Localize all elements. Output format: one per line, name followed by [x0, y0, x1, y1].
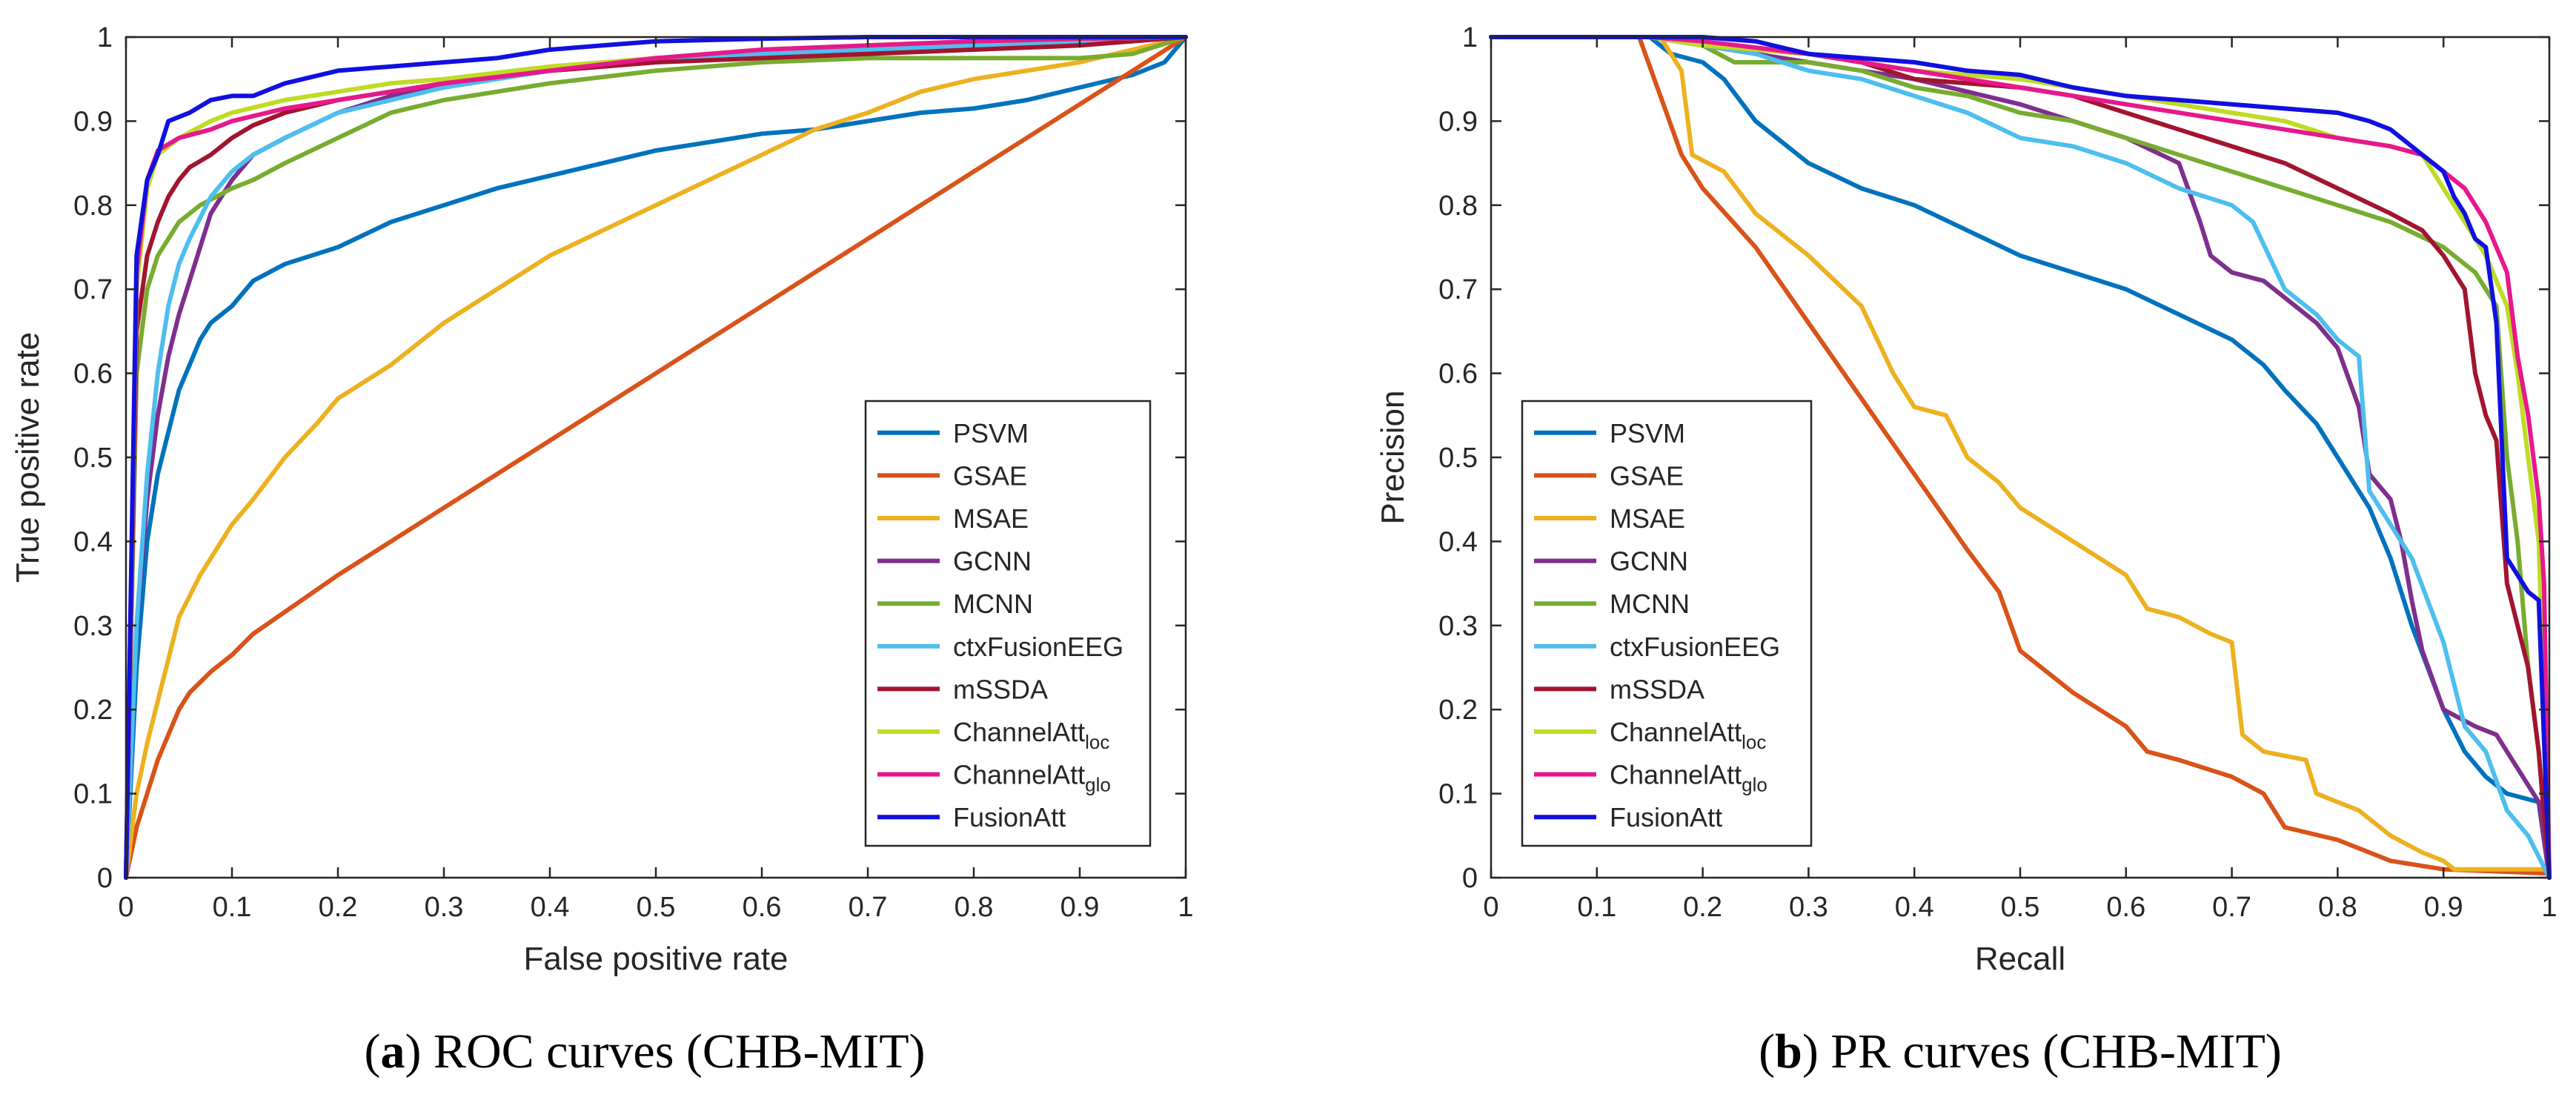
- x-tick-label: 0: [1483, 892, 1498, 923]
- y-tick-label: 0.7: [73, 274, 113, 305]
- legend-entry-label: ChannelAttglo: [953, 760, 1111, 796]
- series-line-fusionatt: [124, 35, 1188, 880]
- x-axis-label: Recall: [1975, 941, 2065, 977]
- x-tick-label: 1: [2541, 892, 2557, 923]
- legend: PSVM GSAE MSAE GCNN MCNN ctxFusionEEG mSSDA Cha…: [864, 400, 1152, 847]
- x-tick-label: 0.9: [2424, 892, 2463, 923]
- series-line-psvm: [124, 35, 1188, 880]
- x-tick-label: 1: [1178, 892, 1193, 923]
- legend-entry-label: PSVM: [953, 418, 1029, 448]
- series-line-gsae: [1489, 35, 2552, 876]
- x-tick-label: 0.1: [1577, 892, 1616, 923]
- y-tick-label: 0.8: [73, 191, 113, 222]
- y-tick-label: 0.8: [1438, 191, 1478, 222]
- y-tick-label: 0.4: [73, 526, 113, 557]
- x-tick-label: 0.6: [743, 892, 782, 923]
- legend-entry-label: ChannelAttloc: [953, 717, 1109, 753]
- x-tick-label: 0.5: [637, 892, 676, 923]
- x-tick-label: 0.4: [1895, 892, 1934, 923]
- x-tick-label: 0.3: [425, 892, 464, 923]
- series-line-ctxfusioneeg: [1489, 35, 2552, 880]
- x-tick-label: 0.5: [2001, 892, 2040, 923]
- x-tick-label: 0.9: [1060, 892, 1100, 923]
- x-tick-label: 0.7: [849, 892, 888, 923]
- legend-entry-label: FusionAtt: [953, 802, 1066, 832]
- y-tick-label: 0.6: [73, 359, 113, 390]
- legend-entry-label: FusionAtt: [1610, 802, 1722, 832]
- legend-entry-label: mSSDA: [953, 674, 1048, 704]
- series-line-ctxfusioneeg: [124, 35, 1188, 880]
- x-axis-label: False positive rate: [523, 941, 788, 977]
- x-tick-label: 0.2: [1683, 892, 1722, 923]
- series-line-mcnn: [124, 35, 1188, 880]
- legend-entry-label: MCNN: [1610, 589, 1690, 619]
- series-line-mssda: [124, 35, 1188, 880]
- legend-entry-label: PSVM: [1610, 418, 1685, 448]
- y-tick-label: 1: [1462, 22, 1478, 53]
- series-line-gsae: [124, 35, 1188, 880]
- legend-entry-label: GSAE: [953, 460, 1027, 491]
- x-tick-label: 0.6: [2106, 892, 2145, 923]
- x-tick-label: 0.3: [1789, 892, 1828, 923]
- series-line-psvm: [1489, 35, 2552, 880]
- y-tick-label: 0.3: [1438, 611, 1478, 642]
- y-tick-label: 0.1: [73, 779, 113, 810]
- series-line-channelatt-glo: [1489, 35, 2552, 880]
- y-tick-label: 0.2: [1438, 695, 1478, 726]
- x-tick-label: 0.1: [213, 892, 252, 923]
- legend-entry-label: MSAE: [953, 503, 1029, 534]
- y-axis-label: True positive rate: [10, 332, 46, 583]
- y-tick-label: 0.1: [1438, 779, 1478, 810]
- y-axis-label: Precision: [1375, 391, 1411, 525]
- x-tick-label: 0.8: [955, 892, 994, 923]
- y-tick-label: 1: [97, 22, 113, 53]
- y-tick-label: 0.2: [73, 695, 113, 726]
- y-tick-label: 0.4: [1438, 526, 1478, 557]
- legend-entry-label: GSAE: [1610, 460, 1684, 491]
- legend-entry-label: MSAE: [1610, 503, 1685, 534]
- y-tick-label: 0.7: [1438, 274, 1478, 305]
- series-line-msae: [1489, 35, 2552, 872]
- y-tick-label: 0.3: [73, 611, 113, 642]
- legend-entry-label: GCNN: [1610, 546, 1688, 577]
- y-tick-label: 0.9: [1438, 106, 1478, 137]
- legend: PSVM GSAE MSAE GCNN MCNN ctxFusionEEG mSSDA Cha…: [1521, 400, 1813, 847]
- x-tick-label: 0.7: [2212, 892, 2251, 923]
- legend-entry-label: mSSDA: [1610, 674, 1704, 704]
- figure-caption: (b) PR curves (CHB-MIT): [1759, 1024, 2282, 1079]
- legend-entry-label: MCNN: [953, 589, 1033, 619]
- x-tick-label: 0.4: [531, 892, 570, 923]
- x-tick-label: 0.2: [319, 892, 358, 923]
- roc-chart: 0 0.1 0.2 0.3 0.4 0.5 0.6 0.7 0.8 0.9 1 0 0.1 0.2 0.3 0…: [10, 22, 1194, 1079]
- pr-chart: 0 0.1 0.2 0.3 0.4 0.5 0.6 0.7 0.8 0.9 1 0 0.1 0.2 0.3 0…: [1375, 22, 2557, 1079]
- series-line-mcnn: [1489, 35, 2552, 880]
- y-tick-label: 0.9: [73, 106, 113, 137]
- legend-entry-label: ctxFusionEEG: [953, 632, 1123, 662]
- legend-entry-label: GCNN: [953, 546, 1032, 577]
- x-tick-label: 0.8: [2318, 892, 2357, 923]
- y-tick-label: 0.5: [73, 443, 113, 474]
- series-line-fusionatt: [1489, 35, 2552, 880]
- series-line-msae: [124, 35, 1188, 880]
- y-tick-label: 0: [1462, 863, 1478, 894]
- legend-entry-label: ctxFusionEEG: [1610, 632, 1780, 662]
- y-tick-label: 0: [97, 863, 113, 894]
- legend-entry-label: ChannelAttloc: [1610, 717, 1766, 753]
- x-tick-label: 0: [118, 892, 133, 923]
- y-tick-label: 0.5: [1438, 443, 1478, 474]
- figure-caption: (a) ROC curves (CHB-MIT): [364, 1024, 925, 1079]
- y-tick-label: 0.6: [1438, 359, 1478, 390]
- legend-entry-label: ChannelAttglo: [1610, 760, 1767, 796]
